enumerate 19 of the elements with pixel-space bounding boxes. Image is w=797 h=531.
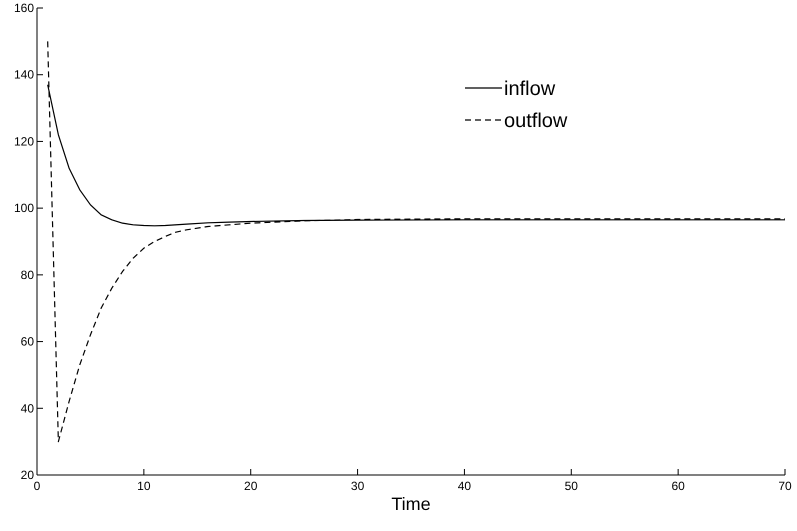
x-tick-label: 0 bbox=[34, 479, 41, 493]
x-tick-label: 30 bbox=[350, 479, 365, 493]
y-tick-label: 80 bbox=[20, 268, 34, 282]
y-tick-label: 120 bbox=[14, 134, 34, 148]
y-tick-label: 100 bbox=[14, 201, 34, 216]
legend-label: outflow bbox=[504, 110, 568, 132]
y-tick-label: 140 bbox=[14, 68, 34, 82]
x-axis-title: Time bbox=[391, 494, 431, 514]
x-tick-label: 10 bbox=[137, 479, 151, 493]
x-tick-label: 50 bbox=[564, 479, 578, 493]
x-tick-label: 60 bbox=[671, 479, 686, 493]
y-tick-label: 160 bbox=[14, 1, 34, 15]
y-tick-label: 40 bbox=[20, 401, 34, 416]
legend-label: inflow bbox=[504, 78, 556, 100]
y-tick-label: 20 bbox=[20, 468, 34, 482]
y-tick-label: 60 bbox=[20, 334, 34, 349]
x-tick-label: 20 bbox=[244, 479, 258, 493]
x-tick-label: 70 bbox=[778, 479, 792, 493]
x-tick-label: 40 bbox=[458, 479, 472, 493]
